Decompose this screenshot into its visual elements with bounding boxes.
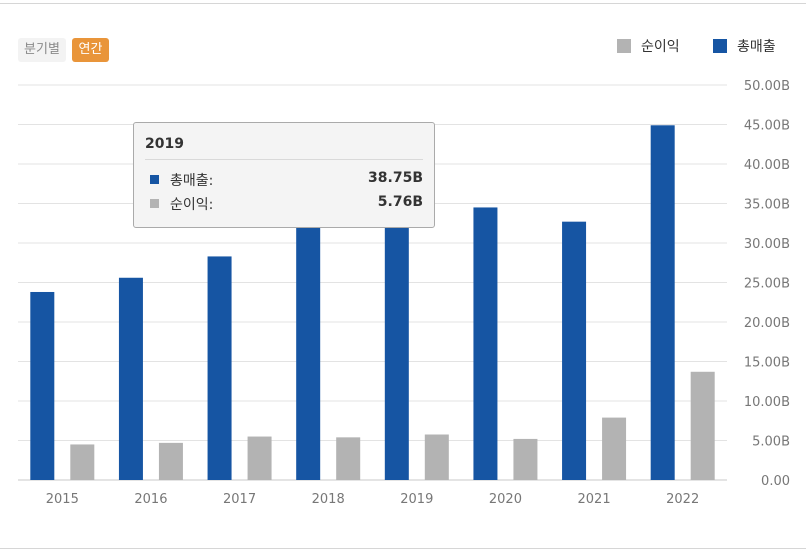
- net-income-bar[interactable]: [70, 444, 95, 480]
- tooltip-revenue-marker: [150, 175, 159, 184]
- tooltip-net-income-label: 순이익:: [170, 197, 214, 213]
- tooltip-row-net-income: 순이익: 5.76B: [145, 194, 423, 214]
- legend-item-net-income[interactable]: 순이익: [617, 36, 680, 56]
- revenue-bar[interactable]: [296, 199, 321, 481]
- net-income-bar[interactable]: [424, 434, 449, 480]
- y-tick-label: 10.00B: [744, 395, 790, 410]
- y-tick-label: 35.00B: [744, 198, 790, 213]
- net-income-bar[interactable]: [336, 437, 361, 480]
- net-income-bar[interactable]: [158, 442, 183, 480]
- bars: [30, 125, 715, 481]
- x-tick-label: 2017: [223, 492, 256, 507]
- net-income-bar[interactable]: [247, 436, 272, 480]
- revenue-bar[interactable]: [30, 291, 55, 480]
- tooltip-revenue-label: 총매출:: [170, 173, 214, 189]
- revenue-bar[interactable]: [473, 207, 498, 480]
- revenue-bar[interactable]: [118, 277, 143, 480]
- x-tick-label: 2015: [46, 492, 79, 507]
- tooltip-revenue-value: 38.75B: [368, 170, 423, 186]
- legend-item-revenue[interactable]: 총매출: [713, 36, 776, 56]
- y-tick-label: 25.00B: [744, 277, 790, 292]
- tooltip-net-income-value: 5.76B: [377, 194, 423, 210]
- tooltip-net-income-marker: [150, 199, 159, 208]
- y-tick-label: 5.00B: [752, 435, 790, 450]
- annual-toggle-button[interactable]: 연간: [72, 38, 109, 62]
- y-tick-label: 15.00B: [744, 356, 790, 371]
- net-income-bar[interactable]: [513, 438, 538, 480]
- y-tick-label: 40.00B: [744, 158, 790, 173]
- revenue-bar[interactable]: [650, 125, 675, 480]
- legend-label-revenue: 총매출: [737, 39, 776, 55]
- revenue-bar[interactable]: [207, 256, 232, 480]
- quarterly-toggle-button[interactable]: 분기별: [18, 38, 66, 62]
- legend-label-net-income: 순이익: [641, 39, 680, 55]
- x-tick-label: 2022: [666, 492, 699, 507]
- x-tick-label: 2018: [312, 492, 345, 507]
- tooltip-row-revenue: 총매출: 38.75B: [145, 170, 423, 190]
- x-axis-ticks: 2015 2016 2017 2018 2019 2020 2021 2022: [46, 492, 699, 507]
- revenue-bar[interactable]: [562, 221, 587, 481]
- y-axis-ticks: 0.00 5.00B 10.00B 15.00B 20.00B 25.00B 30.00B 3…: [744, 79, 790, 489]
- tooltip: 2019 총매출: 38.75B 순이익: 5.76B: [133, 122, 435, 228]
- y-tick-label: 30.00B: [744, 237, 790, 252]
- x-tick-label: 2016: [134, 492, 167, 507]
- x-tick-label: 2019: [400, 492, 433, 507]
- tooltip-year: 2019: [145, 136, 184, 152]
- bottom-border: [0, 548, 806, 549]
- x-tick-label: 2020: [489, 492, 522, 507]
- tooltip-divider: [145, 159, 423, 160]
- y-tick-label: 20.00B: [744, 316, 790, 331]
- y-tick-label: 0.00: [761, 474, 790, 489]
- y-tick-label: 50.00B: [744, 79, 790, 94]
- net-income-swatch: [617, 39, 631, 53]
- top-border: [0, 3, 806, 4]
- revenue-swatch: [713, 39, 727, 53]
- net-income-bar[interactable]: [602, 417, 627, 480]
- x-tick-label: 2021: [578, 492, 611, 507]
- y-tick-label: 45.00B: [744, 119, 790, 134]
- net-income-bar[interactable]: [690, 371, 715, 480]
